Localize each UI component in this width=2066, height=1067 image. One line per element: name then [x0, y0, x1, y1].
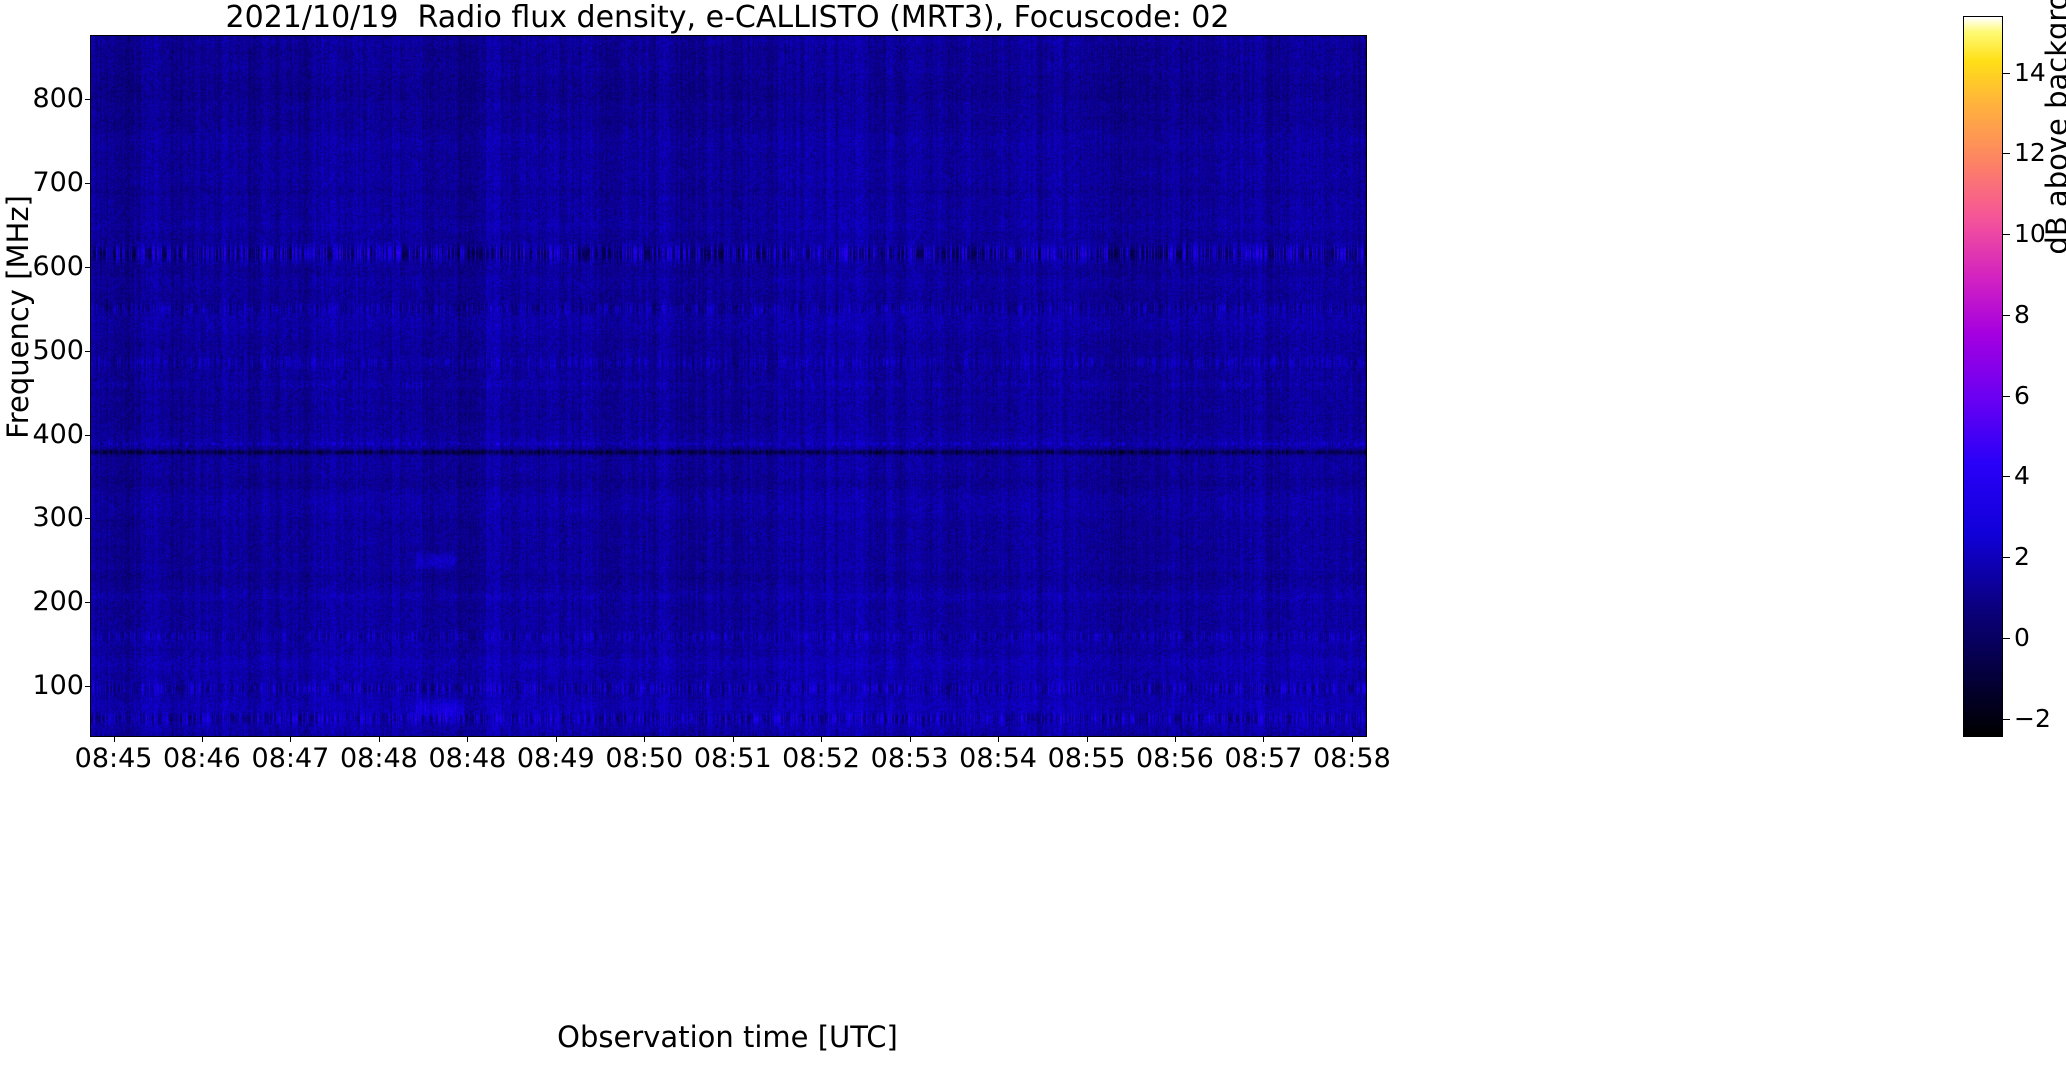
- x-tick-mark: [201, 736, 203, 742]
- x-tick-mark: [821, 736, 823, 742]
- x-tick-label: 08:47: [251, 743, 330, 774]
- x-tick-mark: [467, 736, 469, 742]
- x-tick-mark: [290, 736, 292, 742]
- colorbar-tick-label: −2: [2014, 703, 2051, 733]
- colorbar-tick-label: 12: [2014, 138, 2046, 168]
- x-tick-label: 08:49: [516, 743, 595, 774]
- x-tick-label: 08:48: [428, 743, 507, 774]
- x-tick-label: 08:57: [1224, 743, 1303, 774]
- x-tick-mark: [1174, 736, 1176, 742]
- y-tick-mark: [85, 602, 91, 604]
- x-axis-label: Observation time [UTC]: [557, 1020, 898, 1054]
- x-tick-label: 08:52: [782, 743, 860, 774]
- x-tick-mark: [1351, 736, 1353, 742]
- x-tick-mark: [113, 736, 115, 742]
- x-tick-label: 08:51: [693, 743, 772, 774]
- colorbar-tick-mark: [2003, 314, 2010, 316]
- colorbar-label: dB above background: [2040, 0, 2066, 255]
- x-tick-label: 08:46: [163, 743, 241, 774]
- colorbar-tick-mark: [2003, 557, 2010, 559]
- colorbar-tick-mark: [2003, 476, 2010, 478]
- colorbar-tick-label: 14: [2014, 57, 2046, 87]
- x-tick-label: 08:55: [1047, 743, 1126, 774]
- colorbar-tick-mark: [2003, 234, 2010, 236]
- spectrogram-axes: [90, 35, 1367, 737]
- colorbar-tick-label: 2: [2014, 542, 2030, 572]
- x-tick-label: 08:53: [870, 743, 949, 774]
- x-tick-mark: [1263, 736, 1265, 742]
- colorbar-tick-mark: [2003, 718, 2010, 720]
- colorbar-tick-mark: [2003, 153, 2010, 155]
- x-tick-mark: [998, 736, 1000, 742]
- colorbar-tick-label: 4: [2014, 461, 2030, 491]
- x-tick-label: 08:56: [1135, 743, 1214, 774]
- colorbar-tick-mark: [2003, 395, 2010, 397]
- y-tick-mark: [85, 518, 91, 520]
- colorbar: [1963, 16, 2003, 737]
- y-tick-label: 300: [32, 502, 84, 534]
- x-tick-mark: [732, 736, 734, 742]
- x-tick-label: 08:45: [74, 743, 153, 774]
- y-tick-mark: [85, 182, 91, 184]
- colorbar-gradient: [1964, 17, 2002, 736]
- y-axis-label: Frequency [MHz]: [1, 195, 35, 439]
- y-tick-label: 100: [32, 670, 84, 702]
- y-tick-label: 700: [32, 166, 84, 198]
- x-tick-mark: [555, 736, 557, 742]
- y-tick-mark: [85, 434, 91, 436]
- colorbar-tick-label: 0: [2014, 623, 2030, 653]
- x-tick-label: 08:48: [340, 743, 418, 774]
- y-tick-mark: [85, 350, 91, 352]
- y-tick-label: 500: [32, 334, 84, 366]
- colorbar-tick-mark: [2003, 72, 2010, 74]
- x-tick-label: 08:58: [1312, 743, 1391, 774]
- x-tick-label: 08:54: [959, 743, 1037, 774]
- page-title: 2021/10/19 Radio flux density, e-CALLIST…: [225, 0, 1230, 35]
- y-tick-label: 200: [32, 586, 84, 618]
- y-tick-label: 600: [32, 250, 84, 282]
- y-tick-mark: [85, 266, 91, 268]
- y-tick-mark: [85, 98, 91, 100]
- colorbar-tick-label: 6: [2014, 380, 2030, 410]
- colorbar-tick-label: 8: [2014, 299, 2030, 329]
- x-tick-label: 08:50: [605, 743, 684, 774]
- x-tick-mark: [378, 736, 380, 742]
- y-tick-mark: [85, 686, 91, 688]
- x-tick-mark: [1086, 736, 1088, 742]
- colorbar-tick-label: 10: [2014, 219, 2046, 249]
- x-tick-mark: [909, 736, 911, 742]
- y-tick-label: 800: [32, 82, 84, 114]
- spectrogram-image: [91, 36, 1366, 736]
- x-tick-mark: [644, 736, 646, 742]
- colorbar-tick-mark: [2003, 638, 2010, 640]
- y-tick-label: 400: [32, 418, 84, 450]
